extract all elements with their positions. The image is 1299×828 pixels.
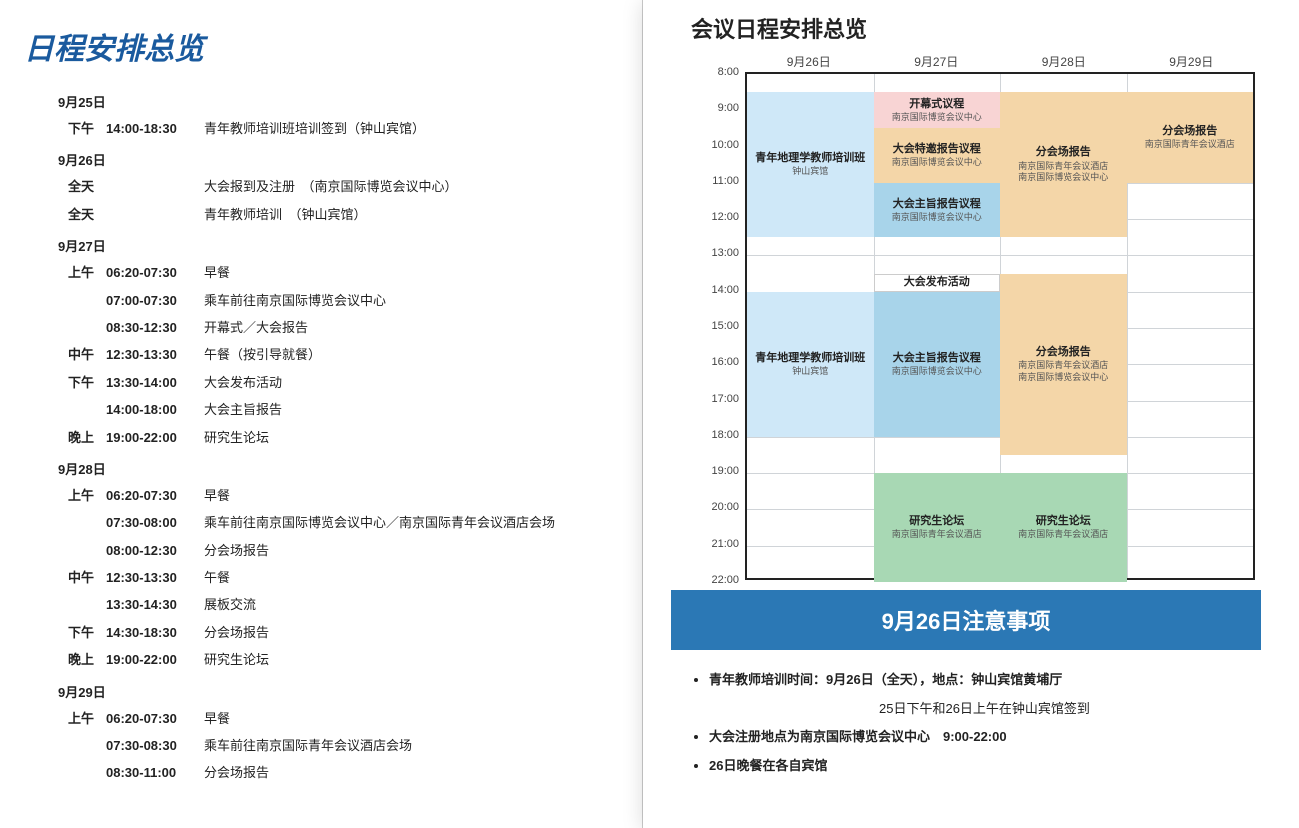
day-header: 9月26日 <box>745 53 873 70</box>
grid-area: 青年地理学教师培训班钟山宾馆青年地理学教师培训班钟山宾馆开幕式议程南京国际博览会… <box>745 72 1255 580</box>
schedule-row: 晚上19:00-22:00研究生论坛 <box>68 426 612 449</box>
calendar-block: 大会特邀报告议程南京国际博览会议中心 <box>874 128 1001 182</box>
time-label: 12:00 <box>711 211 739 223</box>
schedule-row: 上午06:20-07:30早餐 <box>68 484 612 507</box>
notice-item: 26日晚餐在各自宾馆 <box>709 752 1279 779</box>
calendar-block: 分会场报告南京国际青年会议酒店 <box>1127 92 1254 183</box>
time-label: 16:00 <box>711 356 739 368</box>
time-label: 11:00 <box>712 175 739 187</box>
schedule-row: 07:30-08:00乘车前往南京国际博览会议中心／南京国际青年会议酒店会场 <box>68 511 612 534</box>
left-title: 日程安排总览 <box>24 24 612 68</box>
date-heading: 9月25日 <box>58 92 612 111</box>
notice-sub: 25日下午和26日上午在钟山宾馆签到 <box>879 695 1279 722</box>
calendar-block: 开幕式议程南京国际博览会议中心 <box>874 92 1001 128</box>
grid-header: 9月26日9月27日9月28日9月29日 <box>695 50 1255 72</box>
right-page: 会议日程安排总览 9月26日9月27日9月28日9月29日 8:00 9:00 10… <box>643 0 1299 828</box>
time-label: 9:00 <box>718 102 739 114</box>
calendar-block: 大会主旨报告议程南京国际博览会议中心 <box>874 292 1001 437</box>
time-label: 22:00 <box>711 574 739 586</box>
schedule-row: 14:00-18:00大会主旨报告 <box>68 398 612 421</box>
date-heading: 9月27日 <box>58 236 612 255</box>
time-label: 15:00 <box>711 320 739 332</box>
calendar-block: 分会场报告南京国际青年会议酒店南京国际博览会议中心 <box>1000 92 1127 237</box>
schedule-row: 上午06:20-07:30早餐 <box>68 707 612 730</box>
schedule-row: 下午14:00-18:30青年教师培训班培训签到（钟山宾馆） <box>68 117 612 140</box>
schedule-row: 全天大会报到及注册 （南京国际博览会议中心） <box>68 175 612 198</box>
time-label: 13:00 <box>711 247 739 259</box>
calendar-block: 研究生论坛南京国际青年会议酒店 <box>874 473 1001 582</box>
left-page: 日程安排总览 9月25日下午14:00-18:30青年教师培训班培训签到（钟山宾… <box>0 0 643 828</box>
notice-list: 青年教师培训时间：9月26日（全天），地点：钟山宾馆黄埔厅 25日下午和26日上… <box>691 666 1279 779</box>
schedule-row: 08:30-11:00分会场报告 <box>68 761 612 784</box>
time-label: 10:00 <box>711 139 739 151</box>
time-label: 14:00 <box>711 284 739 296</box>
schedule-row: 13:30-14:30展板交流 <box>68 593 612 616</box>
calendar-block: 大会发布活动 <box>874 274 1001 292</box>
notice-item: 大会注册地点为南京国际博览会议中心 9:00-22:00 <box>709 723 1279 750</box>
time-label: 19:00 <box>711 465 739 477</box>
calendar-block: 青年地理学教师培训班钟山宾馆 <box>747 92 874 237</box>
notice-item: 青年教师培训时间：9月26日（全天），地点：钟山宾馆黄埔厅 <box>709 666 1279 693</box>
day-header: 9月27日 <box>873 53 1001 70</box>
schedule-row: 中午12:30-13:30午餐（按引导就餐） <box>68 343 612 366</box>
time-label: 21:00 <box>711 538 739 550</box>
calendar-grid: 9月26日9月27日9月28日9月29日 8:00 9:00 10:00 11:00 1… <box>695 50 1255 580</box>
calendar-block: 研究生论坛南京国际青年会议酒店 <box>1000 473 1127 582</box>
right-title: 会议日程安排总览 <box>691 12 1279 44</box>
schedule-row: 上午06:20-07:30早餐 <box>68 261 612 284</box>
schedule-row: 07:00-07:30乘车前往南京国际博览会议中心 <box>68 289 612 312</box>
date-heading: 9月28日 <box>58 459 612 478</box>
date-heading: 9月26日 <box>58 150 612 169</box>
time-label: 8:00 <box>718 66 739 78</box>
schedule-row: 全天青年教师培训 （钟山宾馆） <box>68 203 612 226</box>
calendar-block: 大会主旨报告议程南京国际博览会议中心 <box>874 183 1001 237</box>
time-axis: 8:009:0010:0011:0012:0013:0014:0015:0016… <box>695 72 745 580</box>
schedule-row: 08:00-12:30分会场报告 <box>68 539 612 562</box>
schedule-row: 下午14:30-18:30分会场报告 <box>68 621 612 644</box>
notice-banner: 9月26日注意事项 <box>671 590 1261 650</box>
day-header: 9月29日 <box>1128 53 1256 70</box>
calendar-block: 青年地理学教师培训班钟山宾馆 <box>747 292 874 437</box>
schedule-list: 9月25日下午14:00-18:30青年教师培训班培训签到（钟山宾馆） 9月26日… <box>24 92 612 785</box>
time-label: 20:00 <box>711 501 739 513</box>
calendar-block: 分会场报告南京国际青年会议酒店南京国际博览会议中心 <box>1000 274 1127 455</box>
schedule-row: 08:30-12:30开幕式／大会报告 <box>68 316 612 339</box>
schedule-row: 晚上19:00-22:00研究生论坛 <box>68 648 612 671</box>
time-label: 18:00 <box>711 429 739 441</box>
schedule-row: 下午13:30-14:00大会发布活动 <box>68 371 612 394</box>
date-heading: 9月29日 <box>58 682 612 701</box>
time-label: 17:00 <box>711 393 739 405</box>
schedule-row: 中午12:30-13:30午餐 <box>68 566 612 589</box>
schedule-row: 07:30-08:30乘车前往南京国际青年会议酒店会场 <box>68 734 612 757</box>
day-header: 9月28日 <box>1000 53 1128 70</box>
